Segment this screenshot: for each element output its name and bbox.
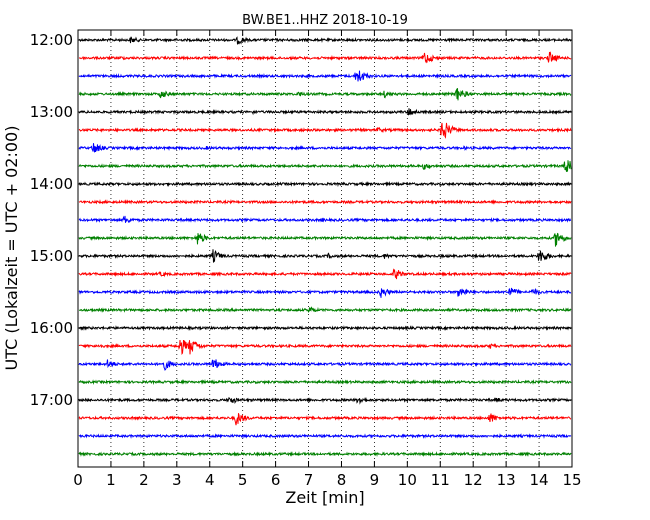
seismogram-trace [78, 396, 572, 405]
y-tick-label: 15:00 [30, 247, 73, 265]
x-tick-label: 13 [497, 471, 516, 489]
x-axis-label: Zeit [min] [285, 488, 364, 507]
seismogram-trace [78, 232, 572, 247]
y-tick-label: 12:00 [30, 31, 73, 49]
x-tick-label: 4 [205, 471, 215, 489]
x-tick-label: 3 [172, 471, 182, 489]
chart-title: BW.BE1..HHZ 2018-10-19 [242, 13, 408, 28]
x-tick-label: 12 [464, 471, 483, 489]
seismogram-trace [78, 122, 572, 139]
seismogram-trace [78, 199, 572, 206]
x-tick-label: 2 [139, 471, 149, 489]
x-tick-label: 6 [271, 471, 281, 489]
seismogram-trace [78, 451, 572, 458]
seismogram-trace [78, 379, 572, 386]
y-tick-label: 16:00 [30, 319, 73, 337]
seismogram-trace [78, 287, 572, 298]
grid-lines [110, 30, 540, 467]
x-tick-label: 10 [398, 471, 417, 489]
x-tick-label: 1 [106, 471, 116, 489]
seismogram-trace [78, 339, 572, 356]
seismogram-trace [78, 70, 572, 82]
x-tick-label: 11 [431, 471, 450, 489]
y-tick-label: 13:00 [30, 103, 73, 121]
seismogram-trace [78, 268, 572, 280]
seismogram-trace [78, 160, 572, 172]
seismogram-trace [78, 433, 572, 440]
seismogram-trace [78, 36, 572, 45]
x-tick-label: 9 [370, 471, 380, 489]
seismogram-trace [78, 181, 572, 188]
seismogram-trace [78, 249, 572, 263]
axis-ticks: 0 1 2 3 4 5 6 7 8 9 10 11 12 13 14 1512:0013:0014:0015:… [30, 30, 582, 489]
x-tick-label: 7 [304, 471, 314, 489]
x-tick-label: 14 [530, 471, 549, 489]
x-tick-label: 0 [73, 471, 83, 489]
y-tick-label: 14:00 [30, 175, 73, 193]
seismogram-trace [78, 413, 572, 426]
seismogram-trace [78, 88, 572, 101]
seismogram-trace [78, 325, 572, 331]
seismogram-trace [78, 359, 572, 371]
seismogram-trace [78, 143, 572, 153]
plot-frame [77, 29, 573, 468]
y-tick-label: 17:00 [30, 391, 73, 409]
seismogram-trace [78, 306, 572, 313]
x-tick-label: 8 [337, 471, 347, 489]
seismogram-trace [78, 51, 572, 64]
seismogram-trace [78, 108, 572, 116]
seismogram-trace [78, 215, 572, 223]
x-tick-label: 5 [238, 471, 248, 489]
x-tick-label: 15 [562, 471, 581, 489]
y-axis-label: UTC (Lokalzeit = UTC + 02:00) [2, 126, 21, 371]
seismogram-traces [78, 36, 572, 458]
